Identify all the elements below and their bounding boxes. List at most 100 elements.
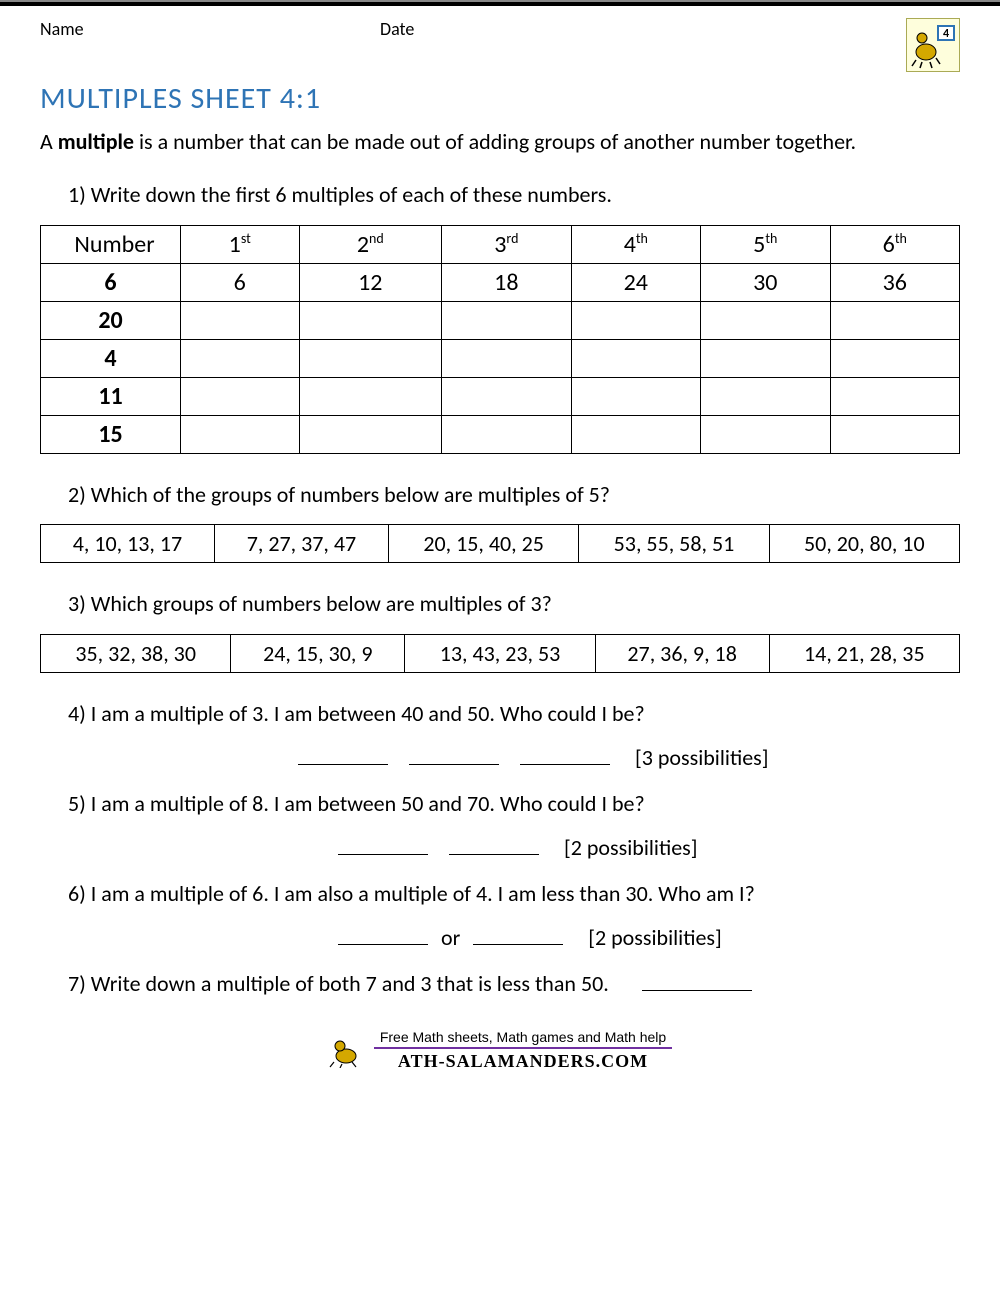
blank-input[interactable] [520,745,610,765]
blank-input[interactable] [449,835,539,855]
cell[interactable] [571,339,700,377]
cell[interactable] [701,415,830,453]
blank-input[interactable] [409,745,499,765]
blank-input[interactable] [338,925,428,945]
cell[interactable] [299,377,442,415]
row-number: 20 [41,301,181,339]
table-row: 15 [41,415,960,453]
cell[interactable] [442,377,571,415]
or-text: or [441,924,460,951]
table-row: 661218243036 [41,263,960,301]
footer-wrap: Free Math sheets, Math games and Math he… [328,1029,672,1072]
name-label: Name [40,18,380,40]
q6-hint: [2 possibilities] [588,924,722,951]
intro-text: A multiple is a number that can be made … [40,127,960,158]
cell[interactable] [830,415,960,453]
row-number: 4 [41,339,181,377]
col-5th: 5th [701,225,830,263]
cell: 6 [181,263,300,301]
question-6: 6) I am a multiple of 6. I am also a mul… [40,879,960,910]
q3-groups-table: 35, 32, 38, 3024, 15, 30, 913, 43, 23, 5… [40,634,960,673]
group-cell: 27, 36, 9, 18 [595,635,769,673]
cell[interactable] [442,339,571,377]
blank-input[interactable] [338,835,428,855]
cell[interactable] [181,377,300,415]
worksheet-page: Name Date 4 MULTIPLES SHEET 4:1 A multip… [0,0,1000,1092]
q2-groups-table: 4, 10, 13, 177, 27, 37, 4720, 15, 40, 25… [40,524,960,563]
q4-hint: [3 possibilities] [635,744,769,771]
group-cell: 24, 15, 30, 9 [231,635,405,673]
footer-text-block: Free Math sheets, Math games and Math he… [374,1029,672,1072]
table-row: 20 [41,301,960,339]
date-label: Date [380,18,906,40]
cell[interactable] [701,339,830,377]
blank-input[interactable] [642,971,752,991]
table-row: 35, 32, 38, 3024, 15, 30, 913, 43, 23, 5… [41,635,960,673]
col-2nd: 2nd [299,225,442,263]
col-number: Number [41,225,181,263]
multiples-table: Number 1st 2nd 3rd 4th 5th 6th 661218243… [40,225,960,454]
row-number: 15 [41,415,181,453]
content-area: Name Date 4 MULTIPLES SHEET 4:1 A multip… [0,6,1000,1092]
group-cell: 14, 21, 28, 35 [769,635,959,673]
group-cell: 50, 20, 80, 10 [769,525,959,563]
cell[interactable] [299,339,442,377]
q5-answer-line: [2 possibilities] [40,834,960,861]
footer-salamander-icon [328,1034,368,1068]
cell: 36 [830,263,960,301]
blank-input[interactable] [298,745,388,765]
footer: Free Math sheets, Math games and Math he… [40,1029,960,1072]
footer-url: ATH-SALAMANDERS.COM [374,1051,672,1072]
footer-tagline: Free Math sheets, Math games and Math he… [374,1029,672,1049]
col-3rd: 3rd [442,225,571,263]
cell[interactable] [701,377,830,415]
question-1: 1) Write down the first 6 multiples of e… [40,180,960,211]
table-header-row: Number 1st 2nd 3rd 4th 5th 6th [41,225,960,263]
group-cell: 20, 15, 40, 25 [388,525,578,563]
cell[interactable] [830,377,960,415]
question-4: 4) I am a multiple of 3. I am between 40… [40,699,960,730]
cell[interactable] [181,301,300,339]
cell[interactable] [571,415,700,453]
header-row: Name Date 4 [40,18,960,72]
question-7: 7) Write down a multiple of both 7 and 3… [40,969,960,1000]
cell[interactable] [571,377,700,415]
question-5: 5) I am a multiple of 8. I am between 50… [40,789,960,820]
cell[interactable] [442,301,571,339]
row-number: 6 [41,263,181,301]
group-cell: 53, 55, 58, 51 [579,525,769,563]
page-title: MULTIPLES SHEET 4:1 [40,80,960,117]
cell[interactable] [299,415,442,453]
group-cell: 35, 32, 38, 30 [41,635,231,673]
col-4th: 4th [571,225,700,263]
col-6th: 6th [830,225,960,263]
salamander-icon: 4 [908,20,958,70]
cell[interactable] [830,339,960,377]
cell: 24 [571,263,700,301]
q6-answer-line: or [2 possibilities] [40,924,960,951]
cell[interactable] [830,301,960,339]
table-row: 4 [41,339,960,377]
cell[interactable] [181,415,300,453]
cell[interactable] [571,301,700,339]
cell: 12 [299,263,442,301]
intro-after: is a number that can be made out of addi… [134,128,856,155]
group-cell: 7, 27, 37, 47 [214,525,388,563]
cell[interactable] [181,339,300,377]
group-cell: 4, 10, 13, 17 [41,525,215,563]
q4-answer-line: [3 possibilities] [40,744,960,771]
table-row: 4, 10, 13, 177, 27, 37, 4720, 15, 40, 25… [41,525,960,563]
cell[interactable] [442,415,571,453]
table-row: 11 [41,377,960,415]
blank-input[interactable] [473,925,563,945]
cell: 18 [442,263,571,301]
col-1st: 1st [181,225,300,263]
q5-hint: [2 possibilities] [564,834,698,861]
question-3: 3) Which groups of numbers below are mul… [40,589,960,620]
grade-badge: 4 [906,18,960,72]
cell[interactable] [701,301,830,339]
cell: 30 [701,263,830,301]
cell[interactable] [299,301,442,339]
intro-before: A [40,128,58,155]
question-2: 2) Which of the groups of numbers below … [40,480,960,511]
